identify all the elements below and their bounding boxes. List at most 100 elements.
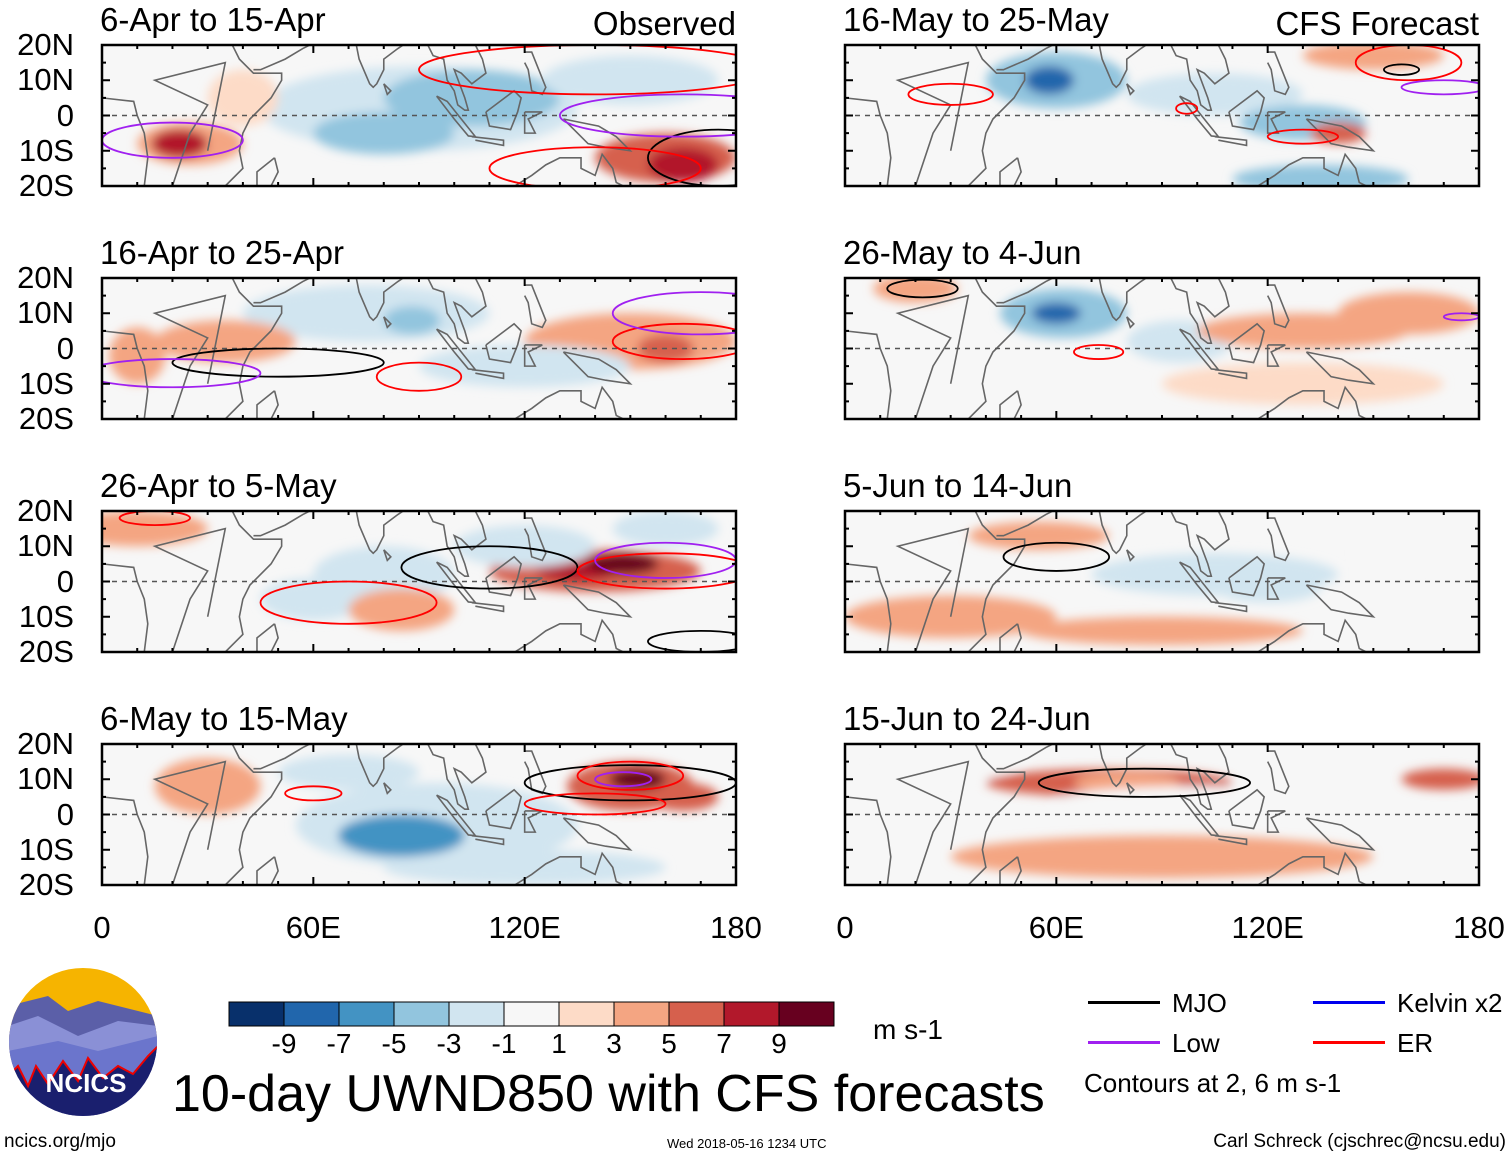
wind-anomaly-region — [612, 511, 719, 547]
wind-anomaly-region — [383, 306, 441, 335]
legend-label: Low — [1172, 1028, 1220, 1058]
wind-anomaly-region — [609, 768, 666, 790]
coastline — [224, 744, 283, 885]
coastline — [1228, 89, 1266, 131]
legend-line-er — [1313, 1041, 1385, 1044]
colorbar-units: m s-1 — [873, 1014, 943, 1045]
wind-anomaly-region — [1355, 539, 1462, 568]
panel-tag: Observed — [592, 5, 736, 42]
coastline — [152, 294, 227, 419]
lat-tick-label: 10S — [18, 831, 74, 867]
wind-anomaly-region — [109, 327, 166, 384]
coastline — [355, 744, 487, 811]
wave-contour — [1002, 541, 1111, 572]
wave-contour — [259, 580, 438, 625]
coastline — [845, 330, 892, 419]
map-panel — [100, 43, 738, 188]
coastline — [562, 584, 633, 618]
colorbar-swatch — [448, 1001, 505, 1027]
panel-tag: CFS Forecast — [1275, 5, 1479, 42]
colorbar-swatch — [778, 1001, 835, 1027]
coastline — [523, 51, 547, 96]
wave-contour — [1442, 312, 1479, 322]
wind-anomaly-region — [383, 849, 666, 885]
coastline — [1266, 750, 1290, 795]
wave-contour — [886, 278, 959, 299]
coastline — [1214, 601, 1248, 613]
coastline — [999, 390, 1022, 419]
coastline — [996, 45, 1054, 71]
wind-anomaly-region — [1024, 66, 1074, 95]
wind-anomaly-region — [1126, 73, 1303, 116]
wind-anomaly-region — [1021, 616, 1303, 645]
lat-tick-label: 20N — [17, 27, 74, 62]
lat-tick-label: 20S — [18, 634, 74, 669]
coastline — [1266, 51, 1290, 96]
lat-tick-label: 20S — [18, 401, 74, 436]
coastline — [895, 294, 970, 419]
wave-contour — [559, 93, 736, 138]
wave-contour — [118, 511, 191, 526]
coastline — [383, 83, 392, 96]
coastline — [152, 61, 227, 186]
wind-anomaly-region — [1302, 45, 1444, 70]
colorbar-tick-label: 3 — [606, 1028, 622, 1059]
wind-anomaly-region — [1056, 786, 1339, 815]
coastline — [1126, 83, 1135, 96]
wind-anomaly-region — [151, 129, 208, 158]
lat-tick-label: 10N — [17, 528, 74, 564]
wave-contour — [576, 552, 736, 590]
wave-contour — [1266, 128, 1340, 145]
coastline — [996, 511, 1054, 537]
lat-tick-label: 0 — [56, 563, 74, 599]
wave-contour — [1037, 767, 1251, 798]
coastline — [1098, 278, 1230, 345]
wind-anomaly-region — [383, 69, 560, 127]
panel-title: 26-May to 4-Jun — [843, 234, 1082, 271]
lat-tick-label: 10S — [18, 132, 74, 168]
coastline — [1256, 618, 1367, 652]
coastline — [1305, 351, 1376, 385]
colorbar-swatch — [228, 1001, 285, 1027]
coastline — [102, 330, 149, 419]
coastline — [1305, 118, 1376, 152]
legend-label: MJO — [1172, 988, 1227, 1018]
coastline — [435, 328, 478, 371]
wind-anomaly-region — [102, 511, 208, 547]
coastline — [1228, 555, 1266, 597]
colorbar-swatch — [338, 1001, 395, 1027]
coastline — [845, 97, 892, 186]
map-panels — [100, 43, 1481, 887]
wave-contour — [400, 545, 579, 590]
wind-anomaly-region — [1232, 164, 1409, 186]
wind-anomaly-region — [1197, 313, 1409, 349]
coastline — [224, 511, 283, 652]
coastline — [996, 278, 1054, 304]
coastline — [1214, 368, 1248, 380]
legend-label: ER — [1397, 1028, 1434, 1058]
map-panel — [100, 509, 738, 654]
wave-contour — [523, 792, 667, 816]
coastline — [523, 344, 543, 367]
wave-contour — [284, 785, 343, 802]
coastline — [435, 95, 478, 138]
coastline — [253, 278, 311, 304]
coastline — [256, 623, 279, 652]
map-panel — [843, 742, 1481, 887]
colorbar-swatch — [613, 1001, 670, 1027]
colorbar-swatch — [283, 1001, 340, 1027]
wave-contour — [647, 128, 736, 186]
colorbar-swatch — [723, 1001, 780, 1027]
colorbar-tick-label: -9 — [271, 1028, 297, 1059]
wind-anomaly-region — [542, 55, 719, 105]
colorbar-tick-label: 5 — [661, 1028, 677, 1059]
coastline — [513, 851, 624, 885]
coastline — [102, 796, 149, 885]
coastline — [224, 45, 283, 186]
wave-contour — [102, 358, 262, 389]
map-panel — [100, 742, 738, 887]
lat-tick-label: 10S — [18, 365, 74, 401]
coastline — [523, 284, 547, 329]
coastline — [1266, 517, 1290, 562]
